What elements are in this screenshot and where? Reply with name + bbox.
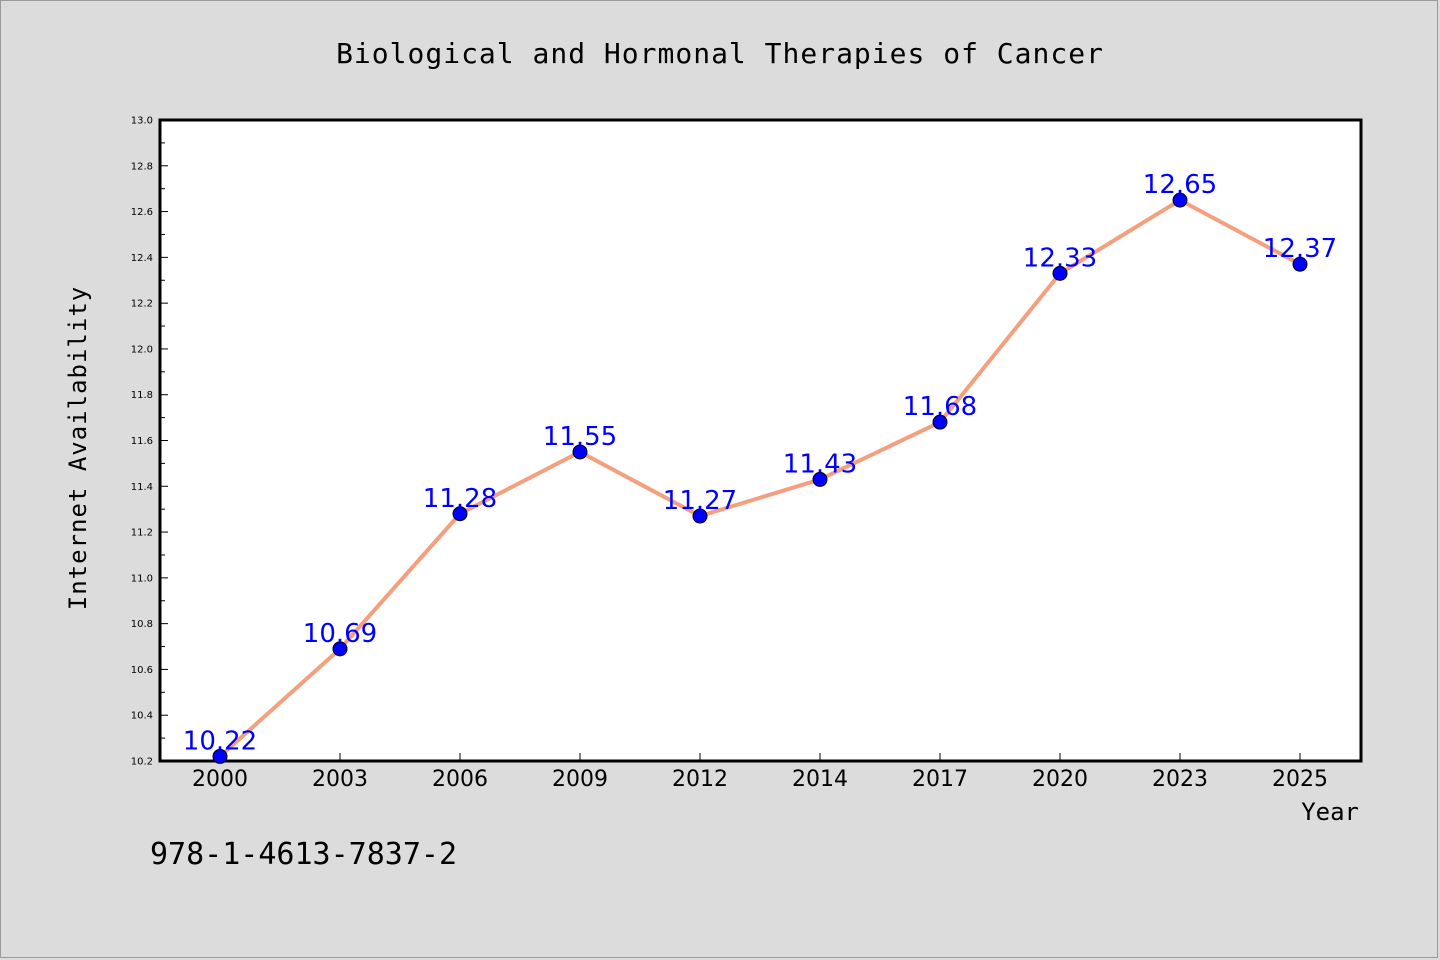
x-axis: 2000 2003 2006 2009 2012 2014 2017 2020 2023 2025	[192, 753, 1328, 792]
x-tick-label: 2020	[1032, 767, 1088, 792]
data-label: 12.37	[1263, 234, 1337, 264]
data-label: 12.65	[1143, 170, 1217, 200]
data-point	[812, 471, 828, 487]
y-tick-label: 12.2	[131, 299, 153, 310]
data-point	[932, 414, 948, 430]
x-tick-label: 2003	[312, 767, 368, 792]
y-tick-label: 12.8	[131, 161, 153, 172]
y-tick-label: 11.0	[131, 573, 153, 584]
plot-area	[158, 118, 1363, 763]
y-axis-label: Internet Availability	[64, 286, 92, 610]
data-point	[212, 748, 228, 764]
data-label: 11.55	[543, 422, 617, 452]
data-point	[1292, 256, 1308, 272]
x-tick-label: 2014	[792, 767, 848, 792]
x-tick-label: 2000	[192, 767, 248, 792]
x-tick-label: 2009	[552, 767, 608, 792]
data-label: 10.22	[183, 726, 257, 756]
data-label: 11.28	[423, 484, 497, 514]
isbn-annotation: 978-1-4613-7837-2	[150, 837, 457, 872]
data-point	[692, 508, 708, 524]
x-tick-label: 2012	[672, 767, 728, 792]
x-tick-label: 2025	[1272, 767, 1328, 792]
chart-title: Biological and Hormonal Therapies of Can…	[336, 37, 1104, 70]
data-labels: 10.22 10.69 11.28 11.55 11.27 11.43 11.68 12.33…	[183, 170, 1337, 756]
y-tick-label: 11.8	[131, 390, 153, 401]
y-tick-label: 11.2	[131, 528, 153, 539]
x-tick-label: 2023	[1152, 767, 1208, 792]
x-tick-label: 2017	[912, 767, 968, 792]
data-point	[1052, 265, 1068, 281]
y-tick-label: 10.4	[131, 711, 153, 722]
data-point	[1172, 192, 1188, 208]
data-point	[572, 444, 588, 460]
data-label: 11.68	[903, 392, 977, 422]
data-label: 12.33	[1023, 243, 1097, 273]
y-tick-label: 10.8	[131, 619, 153, 630]
x-axis-label: Year	[1301, 798, 1359, 826]
data-label: 11.27	[663, 486, 737, 516]
y-tick-label: 11.4	[131, 482, 153, 493]
y-tick-label: 12.4	[131, 253, 153, 264]
data-label: 11.43	[783, 449, 857, 479]
y-axis: 10.2 10.4 10.6 10.8 11.0 11.2 11.4 11.6 11.8 12.0…	[131, 116, 168, 768]
data-point	[332, 641, 348, 657]
y-tick-label: 12.6	[131, 207, 153, 218]
y-tick-label: 10.6	[131, 665, 153, 676]
y-tick-label: 10.2	[131, 757, 153, 768]
y-tick-label: 11.6	[131, 436, 153, 447]
data-point	[452, 506, 468, 522]
data-label: 10.69	[303, 619, 377, 649]
data-markers	[212, 192, 1308, 764]
y-tick-label: 12.0	[131, 344, 153, 355]
y-tick-label: 13.0	[131, 116, 153, 127]
x-tick-label: 2006	[432, 767, 488, 792]
series-line	[218, 198, 1301, 758]
